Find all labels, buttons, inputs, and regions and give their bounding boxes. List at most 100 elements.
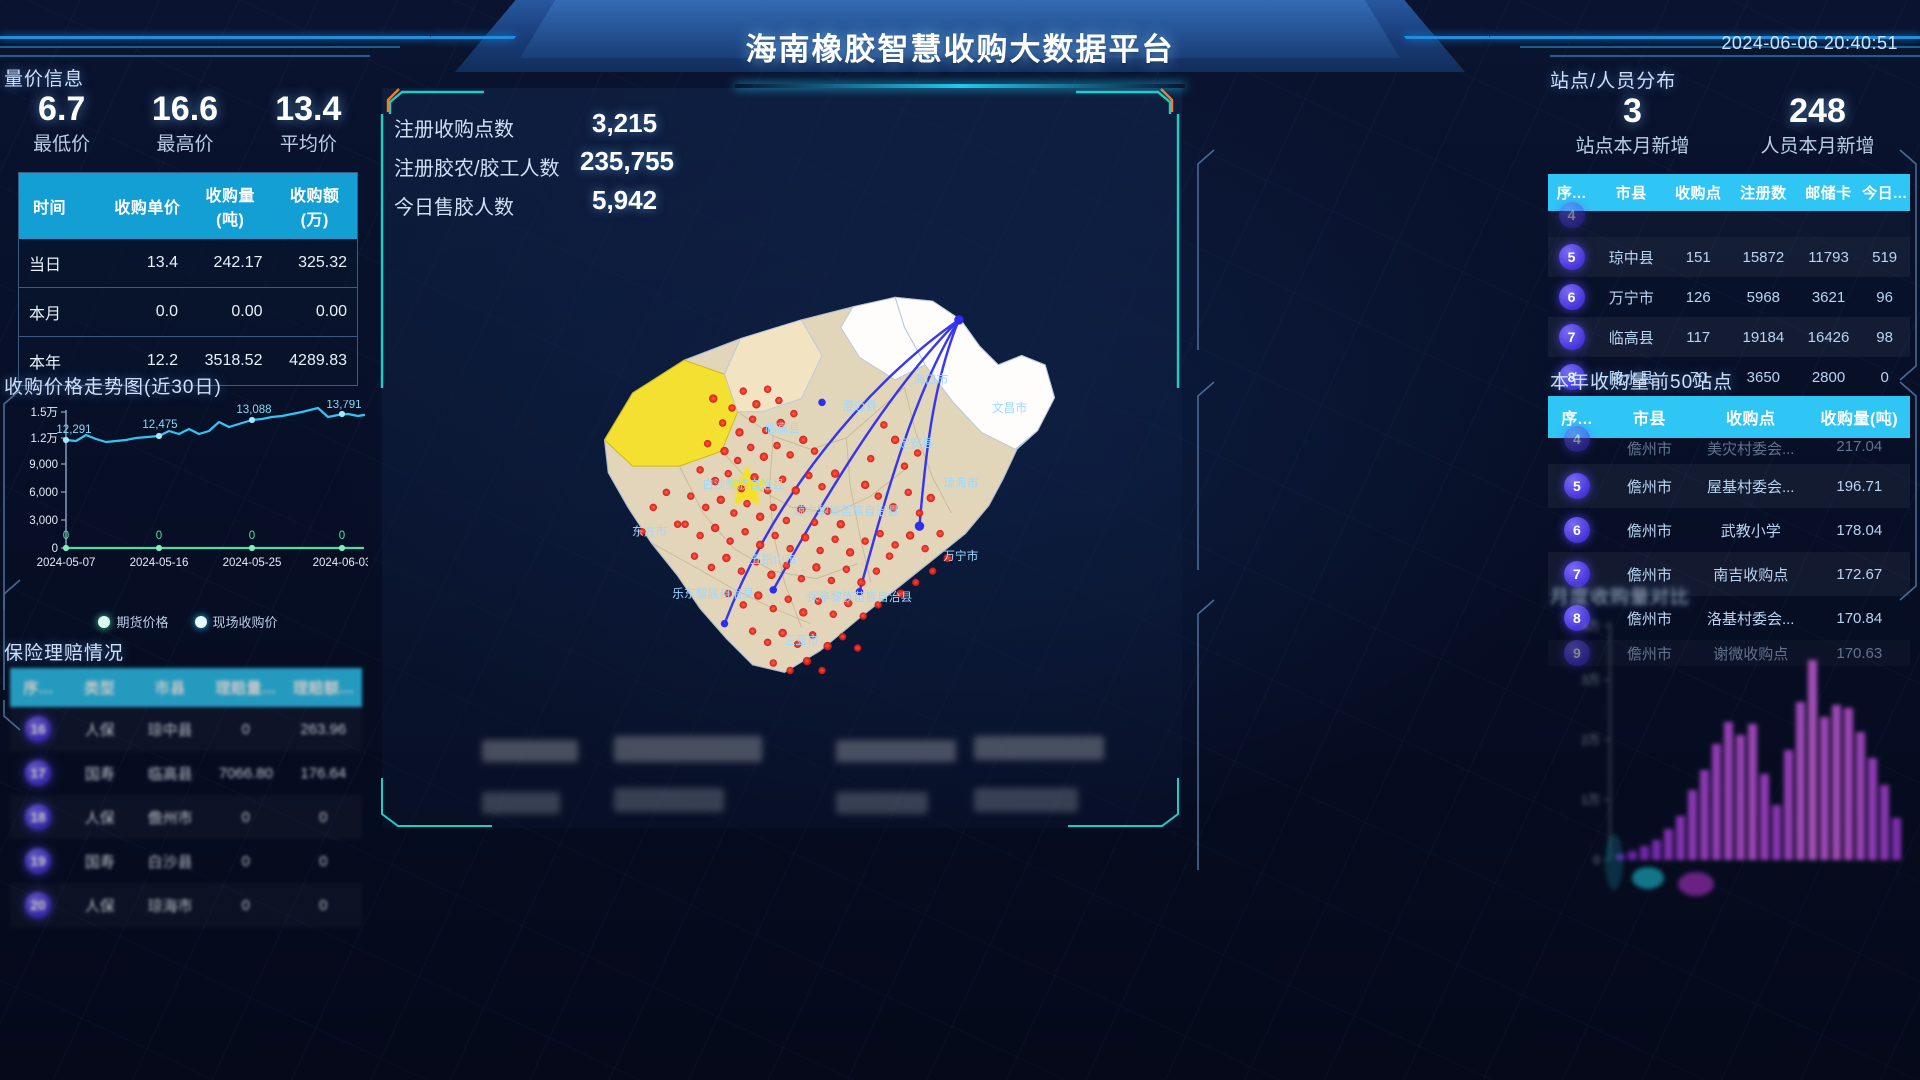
map-label-qionghai: 琼海市 (943, 476, 978, 490)
row-index-badge: 4 (1563, 426, 1590, 452)
annotation-futures-4: 0 (339, 530, 345, 542)
col-type: 类型 (66, 668, 134, 707)
map-label-chengmai: 澄迈县 (842, 399, 877, 413)
table-row[interactable]: 6 万宁市 126 5968 3621 96 (1548, 277, 1910, 317)
map-label-dongfang: 东方市 (632, 525, 667, 539)
cell-county: 临高县 (1595, 317, 1668, 357)
cell-county: 儋州市 (1605, 464, 1693, 508)
table-row[interactable]: 7 临高县 117 19184 16426 98 (1548, 317, 1910, 357)
legend-item-site-price[interactable]: 现场收购价 (194, 612, 278, 631)
table-row[interactable]: 6 儋州市 武教小学 178.04 (1548, 508, 1910, 552)
xtick-4: 2024-06-03 (313, 557, 368, 569)
cell-point: 屋基村委会... (1692, 464, 1809, 508)
col-point: 收购点 (1692, 396, 1809, 438)
table-row: 当日 13.4 242.17 325.32 (19, 239, 357, 288)
cell-period: 本月 (19, 287, 107, 337)
price-trend-legend: 期货价格 现场收购价 (8, 612, 368, 631)
table-header-row: 序... 市县 收购点 注册数 邮储卡 今日... (1548, 174, 1910, 211)
col-amount: 收购额(万) (272, 173, 357, 239)
kpi-max-price-label: 最高价 (156, 134, 214, 155)
stat-label-registered-farmers: 注册胶农/胶工人数 (394, 158, 560, 180)
ytick-12000: 1.2万 (31, 433, 59, 445)
stat-value-today-sellers: 5,942 (592, 185, 658, 215)
col-volume: 收购量(吨) (1808, 396, 1910, 438)
col-claim-amount: 理赔额... (284, 668, 362, 707)
map-label-ledong: 乐东黎族自治县 (672, 586, 754, 600)
col-claim-volume: 理赔量... (207, 668, 285, 707)
cell-unit-price: 12.2 (146, 352, 178, 369)
left-column: 量价信息 6.7 最低价 16.6 最高价 13.4 平均价 时间 (0, 60, 380, 1080)
cell-volume: 0.00 (187, 287, 273, 337)
header-rail-right-2 (1520, 46, 1920, 48)
col-volume: 收购量(吨) (187, 173, 273, 239)
cell-point: 武教小学 (1720, 522, 1781, 540)
top50-stations-table[interactable]: 序... 市县 收购点 收购量(吨) 4 儋州市 美灾村委会... 217.04… (1548, 396, 1910, 666)
monthly-chart-base-glow (1605, 834, 1714, 896)
table-row[interactable]: 8 陵水县 70 3650 2800 0 (1548, 357, 1910, 397)
annotation-futures-2: 0 (156, 530, 162, 542)
cell-registered: 5968 (1746, 288, 1781, 306)
right-column: 站点/人员分布 3 站点本月新增 248 人员本月新增 序... 市县 收购点 … (1540, 60, 1920, 1080)
cell-period: 当日 (19, 239, 107, 288)
table-row-partial: 4 儋州市 美灾村委会... 217.04 (1548, 426, 1910, 464)
ytick-0: 0 (1593, 853, 1600, 867)
col-index: 序... (1548, 174, 1596, 211)
header-rail-right (1490, 36, 1920, 39)
hainan-map[interactable]: 海口市 文昌市 澄迈县 临高县 定安县 琼海市 白沙黎族自治县 东方市 琼中黎族… (492, 208, 1092, 728)
header-datetime: 2024-06-06 20:40:51 (1721, 33, 1898, 53)
cell-claim-volume: 0 (207, 707, 284, 751)
table-row: 本月 0.0 0.00 0.00 (19, 287, 357, 337)
cell-claim-amount: 0 (319, 852, 328, 870)
kpi-new-staff-label: 人员本月新增 (1760, 136, 1875, 157)
cell-period: 本年 (29, 355, 62, 372)
map-label-haikou: 海口市 (913, 373, 948, 387)
col-today: 今日... (1859, 174, 1910, 211)
cell-claim-amount: 0 (285, 795, 362, 839)
row-index-badge: 16 (25, 716, 52, 742)
cell-type: 国寿 (84, 853, 115, 871)
row-index-badge: 9 (1563, 640, 1590, 666)
cell-claim-volume: 0 (207, 883, 284, 927)
map-bottom-overlay-cards (474, 736, 1114, 846)
legend-item-futures[interactable]: 期货价格 (98, 612, 169, 631)
header-rail-left-3 (0, 55, 370, 57)
table-row[interactable]: 7 儋州市 南吉收购点 172.67 (1548, 552, 1910, 596)
annotation-futures-1: 0 (63, 530, 69, 542)
table-row: 17 国寿 临高县 7066.80 176.64 (10, 751, 362, 795)
cell-amount: 4289.83 (289, 352, 347, 369)
cell-postal-card: 2800 (1811, 368, 1846, 386)
table-row[interactable]: 5 儋州市 屋基村委会... 196.71 (1548, 464, 1910, 508)
cell-volume: 217.04 (1836, 438, 1883, 455)
row-index-badge: 7 (1563, 561, 1590, 587)
cell-today: 98 (1859, 317, 1910, 357)
table-row[interactable]: 8 儋州市 洛基村委会... 170.84 (1548, 596, 1910, 640)
map-label-baisha: 白沙黎族自治县 (702, 478, 784, 492)
cell-points: 70 (1689, 368, 1707, 386)
center-column: 注册收购点数 3,215 注册胶农/胶工人数 235,755 今日售胶人数 5,… (372, 88, 1188, 848)
table-row[interactable]: 5 琼中县 151 15872 11793 519 (1548, 237, 1910, 277)
cell-registered: 15872 (1728, 237, 1798, 277)
kpi-new-staff-value: 248 (1789, 92, 1846, 130)
table-row: 20 人保 琼海市 0 0 (10, 883, 362, 927)
ytick-3000: 3,000 (29, 515, 58, 527)
header-rail-left-2 (0, 46, 400, 48)
cell-type: 人保 (66, 795, 133, 839)
cell-claim-amount: 0 (285, 883, 362, 927)
kpi-new-stations-value: 3 (1623, 92, 1642, 130)
cell-point: 美灾村委会... (1706, 441, 1795, 458)
cell-points: 151 (1667, 237, 1729, 277)
ytick-1w: 1万 (1581, 793, 1600, 807)
row-index-badge: 6 (1558, 284, 1585, 310)
insurance-claims-table: 序... 类型 市县 理赔量... 理赔额... 16 人保 琼中县 0 263… (10, 668, 362, 918)
map-label-qiongzhong: 琼中黎族苗族自治县 (794, 504, 900, 518)
cell-unit-price: 0.0 (106, 287, 188, 337)
cell-claim-volume: 7066.80 (218, 764, 273, 782)
kpi-max-price: 16.6 最高价 (123, 90, 246, 156)
cell-today: 96 (1876, 288, 1893, 306)
cell-volume: 3518.52 (204, 352, 263, 369)
price-trend-chart: 0 3,000 6,000 9,000 1.2万 1.5万 2024-05-07… (29, 400, 368, 569)
row-index-badge: 4 (1558, 202, 1585, 228)
col-time: 时间 (19, 173, 107, 239)
map-label-dingan: 定安县 (898, 436, 933, 450)
map-label-wanning: 万宁市 (943, 549, 978, 563)
